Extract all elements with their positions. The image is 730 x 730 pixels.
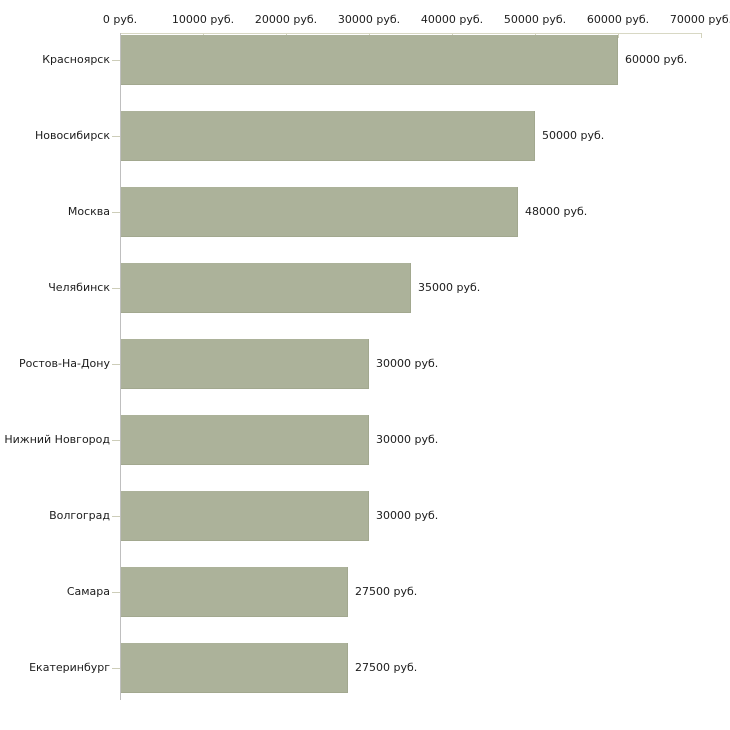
- value-label: 48000 руб.: [525, 205, 588, 218]
- value-label: 27500 руб.: [355, 661, 418, 674]
- category-label: Красноярск: [42, 53, 110, 66]
- category-label: Нижний Новгород: [4, 433, 110, 446]
- category-tick-mark: [112, 60, 120, 61]
- bar: [121, 491, 369, 541]
- bar: [121, 35, 618, 85]
- category-label: Волгоград: [49, 509, 110, 522]
- category-tick-mark: [112, 288, 120, 289]
- bar: [121, 187, 518, 237]
- value-label: 60000 руб.: [625, 53, 688, 66]
- category-tick-mark: [112, 212, 120, 213]
- x-tick-label: 30000 руб.: [337, 13, 401, 26]
- category-tick-mark: [112, 516, 120, 517]
- value-label: 50000 руб.: [542, 129, 605, 142]
- category-label: Новосибирск: [34, 129, 110, 142]
- bar: [121, 111, 535, 161]
- value-label: 30000 руб.: [376, 509, 439, 522]
- x-axis-line: [120, 33, 701, 34]
- x-tick-label: 20000 руб.: [254, 13, 318, 26]
- x-tick-mark: [701, 33, 702, 38]
- category-label: Москва: [67, 205, 110, 218]
- bar: [121, 415, 369, 465]
- y-axis-line: [120, 33, 121, 700]
- category-label: Екатеринбург: [29, 661, 110, 674]
- bar: [121, 643, 348, 693]
- x-tick-label: 0 руб.: [102, 13, 138, 26]
- x-tick-label: 70000 руб.: [669, 13, 730, 26]
- category-tick-mark: [112, 592, 120, 593]
- bar: [121, 567, 348, 617]
- category-tick-mark: [112, 440, 120, 441]
- x-tick-label: 50000 руб.: [503, 13, 567, 26]
- category-tick-mark: [112, 136, 120, 137]
- value-label: 30000 руб.: [376, 433, 439, 446]
- x-tick-mark: [618, 33, 619, 38]
- category-label: Ростов-На-Дону: [18, 357, 110, 370]
- category-label: Челябинск: [48, 281, 110, 294]
- category-tick-mark: [112, 364, 120, 365]
- x-tick-label: 40000 руб.: [420, 13, 484, 26]
- bar: [121, 339, 369, 389]
- bar: [121, 263, 411, 313]
- value-label: 30000 руб.: [376, 357, 439, 370]
- category-tick-mark: [112, 668, 120, 669]
- x-tick-label: 10000 руб.: [171, 13, 235, 26]
- x-tick-label: 60000 руб.: [586, 13, 650, 26]
- category-label: Самара: [66, 585, 110, 598]
- value-label: 35000 руб.: [418, 281, 481, 294]
- value-label: 27500 руб.: [355, 585, 418, 598]
